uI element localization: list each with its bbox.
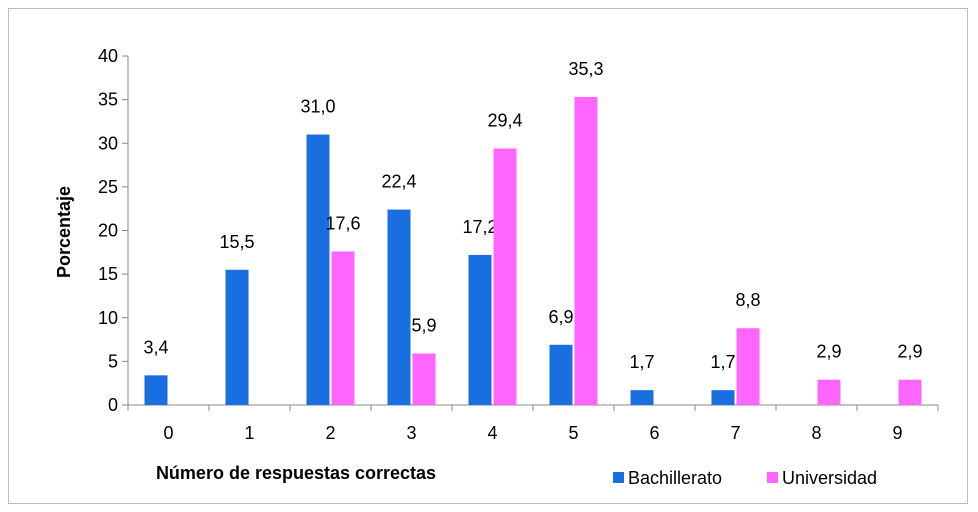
- bar-bachillerato: [711, 390, 735, 405]
- data-label: 6,9: [548, 307, 573, 327]
- x-tick-label: 8: [811, 423, 821, 443]
- data-label: 22,4: [381, 172, 416, 192]
- x-tick-label: 7: [730, 423, 740, 443]
- y-tick-label: 5: [108, 351, 118, 371]
- y-tick-label: 30: [98, 133, 118, 153]
- bar-bachillerato: [630, 390, 654, 405]
- legend-label: Bachillerato: [628, 468, 722, 488]
- data-label: 1,7: [629, 352, 654, 372]
- x-tick-label: 0: [163, 423, 173, 443]
- axes: 0 5 10 15 20 25 30 35 40 0 1 2 3 4 5 6 7 8 9: [98, 46, 939, 443]
- data-label: 31,0: [300, 97, 335, 117]
- y-tick-label: 35: [98, 90, 118, 110]
- data-label: 3,4: [143, 337, 168, 357]
- x-tick-label: 1: [244, 423, 254, 443]
- bar-bachillerato: [306, 134, 330, 405]
- y-tick-label: 15: [98, 264, 118, 284]
- bar-bachillerato: [549, 344, 573, 405]
- x-tick-label: 3: [406, 423, 416, 443]
- bar-universidad: [412, 353, 436, 405]
- bar-universidad: [898, 379, 922, 405]
- data-label: 17,2: [462, 217, 497, 237]
- x-tick-label: 6: [649, 423, 659, 443]
- x-tick-label: 2: [325, 423, 335, 443]
- bar-bachillerato: [468, 254, 492, 405]
- bars: 3,4 15,5 31,0 22,4 17,2 6,9 1,7 1,7 17,6 5,9 29,4 3…: [143, 59, 923, 406]
- y-tick-label: 25: [98, 177, 118, 197]
- legend-swatch: [767, 472, 778, 483]
- bar-universidad: [493, 148, 517, 406]
- data-label: 35,3: [568, 59, 603, 79]
- y-axis-label: Porcentaje: [54, 186, 74, 278]
- bar-universidad: [331, 251, 355, 405]
- bar-universidad: [817, 379, 841, 405]
- data-label: 2,9: [816, 342, 841, 362]
- data-label: 5,9: [411, 316, 436, 336]
- bar-universidad: [574, 97, 598, 405]
- y-tick-label: 10: [98, 308, 118, 328]
- y-tick-label: 40: [98, 46, 118, 66]
- bar-bachillerato: [144, 375, 168, 405]
- x-tick-label: 4: [487, 423, 497, 443]
- data-label: 15,5: [219, 232, 254, 252]
- legend-label: Universidad: [782, 468, 877, 488]
- bar-bachillerato: [225, 269, 249, 405]
- y-tick-label: 20: [98, 221, 118, 241]
- data-label: 17,6: [325, 213, 360, 233]
- x-axis-label: Número de respuestas correctas: [156, 463, 436, 483]
- legend: Bachillerato Universidad: [613, 468, 877, 488]
- y-tick-label: 0: [108, 395, 118, 415]
- bar-universidad: [736, 328, 760, 405]
- x-tick-label: 9: [892, 423, 902, 443]
- data-label: 1,7: [710, 352, 735, 372]
- legend-swatch: [613, 472, 624, 483]
- data-label: 29,4: [487, 110, 522, 130]
- data-label: 2,9: [897, 342, 922, 362]
- bar-bachillerato: [387, 209, 411, 405]
- x-tick-label: 5: [568, 423, 578, 443]
- data-label: 8,8: [735, 290, 760, 310]
